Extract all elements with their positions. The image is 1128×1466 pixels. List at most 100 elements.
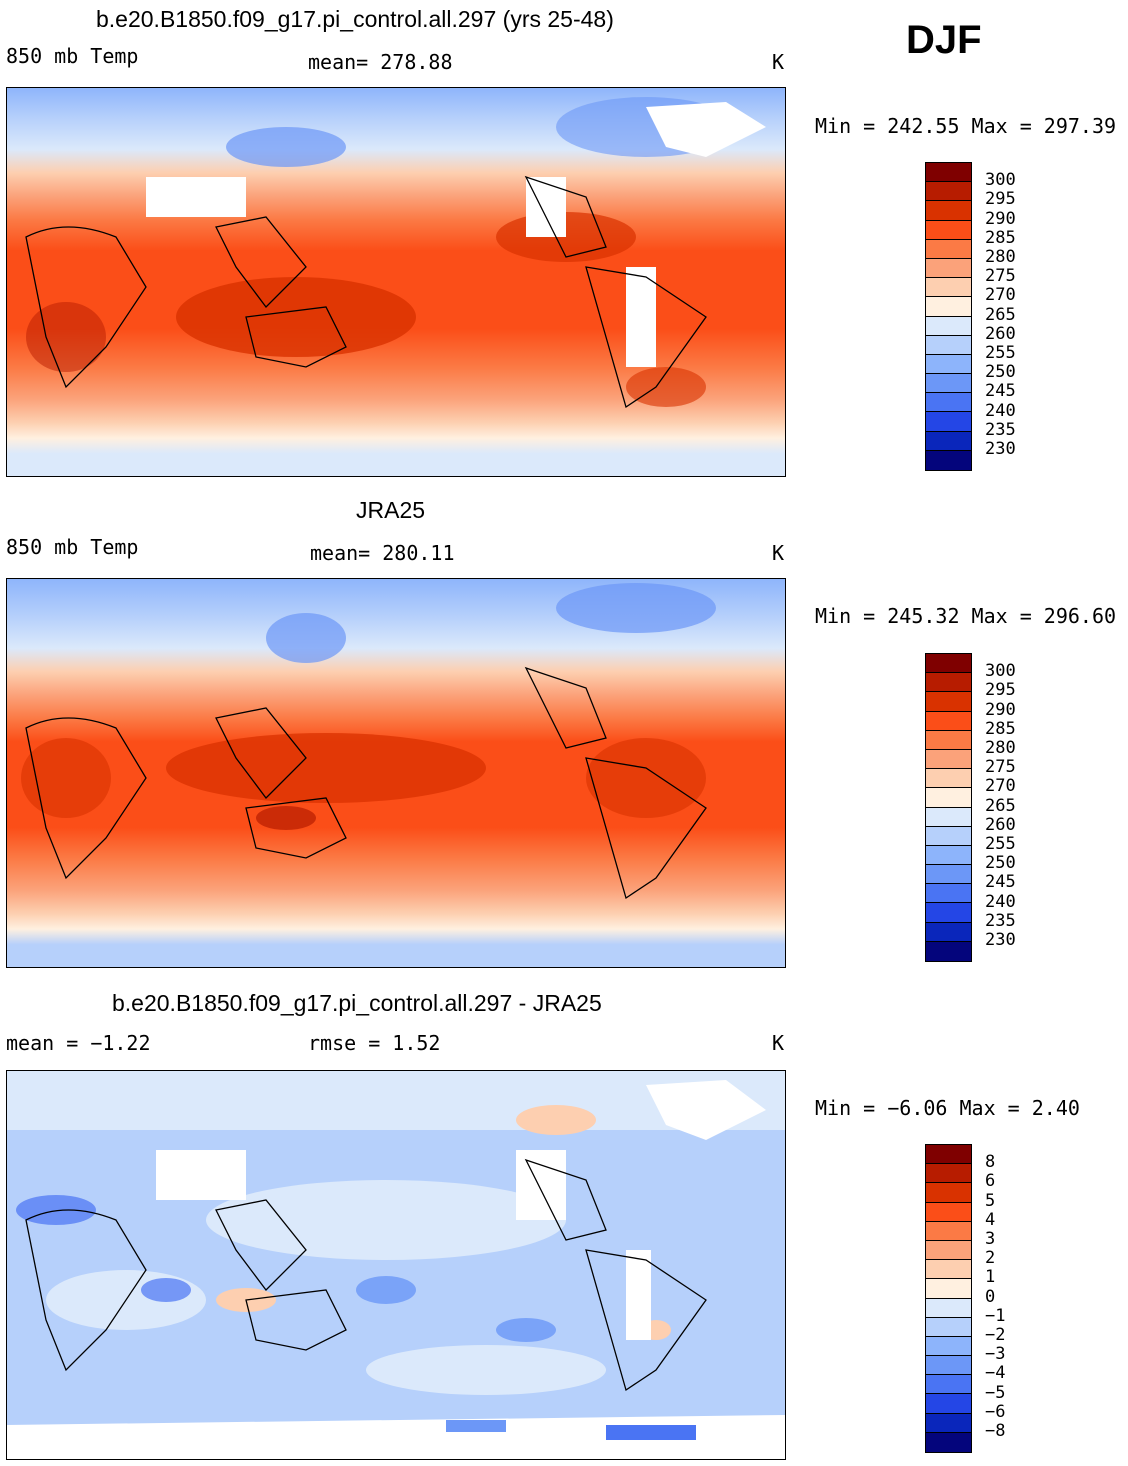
colorbar-tick-label: 250	[985, 362, 1016, 383]
panel2-variable-label: 850 mb Temp	[6, 535, 139, 559]
colorbar-swatch	[926, 374, 971, 394]
colorbar-swatch	[926, 297, 971, 317]
season-label: DJF	[906, 18, 982, 62]
panel3-units: K	[772, 1031, 785, 1055]
colorbar-swatch	[926, 865, 971, 885]
colorbar-swatch	[926, 730, 971, 750]
colorbar-tick-label: 240	[985, 400, 1016, 421]
colorbar-tick-label: 295	[985, 189, 1016, 210]
panel3-mean-label: mean = −1.22	[6, 1031, 151, 1055]
colorbar-tick-label: 0	[985, 1286, 996, 1307]
colorbar-swatch	[926, 1240, 971, 1261]
colorbar-tick-label: 230	[985, 930, 1016, 950]
panel2-title: JRA25	[356, 497, 426, 523]
colorbar-swatch	[926, 1317, 971, 1337]
colorbar-swatch	[926, 807, 971, 827]
colorbar-swatch	[926, 1164, 971, 1184]
colorbar-swatch	[926, 749, 971, 770]
colorbar-swatch	[926, 1260, 971, 1280]
colorbar-tick-label: 260	[985, 814, 1016, 835]
colorbar-tick-label: 240	[985, 891, 1016, 912]
colorbar-swatch	[926, 1298, 971, 1318]
colorbar-swatch	[926, 201, 971, 221]
colorbar-swatch	[926, 884, 971, 904]
colorbar-tick-label: 245	[985, 381, 1016, 402]
colorbar-tick-label: 265	[985, 304, 1016, 325]
colorbar-swatch	[926, 1145, 971, 1165]
colorbar-tick-label: 235	[985, 419, 1016, 440]
colorbar-tick-label: −3	[985, 1344, 1006, 1365]
colorbar-tick-label: 275	[985, 757, 1016, 778]
colorbar-tick-label: 250	[985, 853, 1016, 874]
colorbar-tick-label: −5	[985, 1382, 1006, 1403]
colorbar-tick-label: 245	[985, 872, 1016, 893]
colorbar-swatch	[926, 258, 971, 279]
colorbar-swatch	[926, 220, 971, 240]
colorbar-swatch	[926, 1183, 971, 1203]
panel3-minmax: Min = −6.06 Max = 2.40	[815, 1096, 1080, 1120]
colorbar-swatch	[926, 1394, 971, 1414]
colorbar-tick-label: 1	[985, 1267, 996, 1288]
colorbar-swatch	[926, 826, 971, 846]
colorbar-tick-label: 255	[985, 834, 1016, 854]
colorbar-swatch	[926, 922, 971, 942]
colorbar-swatch	[926, 673, 971, 693]
colorbar-swatch	[926, 1279, 971, 1299]
colorbar-tick-label: 265	[985, 795, 1016, 816]
panel1-units: K	[772, 50, 785, 74]
colorbar-tick-label: 295	[985, 680, 1016, 701]
colorbar-tick-label: 270	[985, 776, 1016, 797]
colorbar-tick-label: 290	[985, 699, 1016, 720]
colorbar-swatch	[926, 1336, 971, 1357]
colorbar-tick-label: 235	[985, 910, 1016, 931]
panel1-title: b.e20.B1850.f09_g17.pi_control.all.297 (…	[96, 6, 614, 32]
colorbar-tick-label: 8	[985, 1152, 996, 1173]
colorbar-tick-label: −1	[985, 1305, 1006, 1326]
colorbar-tick-label: −6	[985, 1401, 1006, 1422]
colorbar-tick-label: 230	[985, 439, 1016, 459]
colorbar-tick-label: 300	[985, 170, 1016, 191]
colorbar-tick-label: 280	[985, 738, 1016, 758]
colorbar-tick-label: 5	[985, 1190, 996, 1211]
panel1-minmax: Min = 242.55 Max = 297.39	[815, 114, 1117, 138]
colorbar-swatch	[926, 654, 971, 674]
panel1-map	[6, 87, 786, 477]
colorbar-swatch	[926, 845, 971, 866]
colorbar-swatch	[926, 431, 971, 451]
panel3-colorbar	[925, 1144, 972, 1453]
colorbar-swatch	[926, 1356, 971, 1376]
colorbar-swatch	[926, 163, 971, 183]
colorbar-swatch	[926, 412, 971, 432]
panel2-minmax: Min = 245.32 Max = 296.60	[815, 604, 1117, 628]
panel3-title: b.e20.B1850.f09_g17.pi_control.all.297 -…	[112, 990, 602, 1016]
colorbar-swatch	[926, 393, 971, 413]
colorbar-swatch	[926, 239, 971, 259]
panel2-units: K	[772, 541, 785, 565]
colorbar-swatch	[926, 1221, 971, 1241]
colorbar-tick-label: 2	[985, 1248, 996, 1269]
panel1-colorbar	[925, 162, 972, 471]
panel2-colorbar	[925, 653, 972, 962]
colorbar-swatch	[926, 788, 971, 808]
colorbar-swatch	[926, 1202, 971, 1222]
panel3-rmse-label: rmse = 1.52	[308, 1031, 441, 1055]
panel2-map	[6, 578, 786, 968]
colorbar-swatch	[926, 278, 971, 298]
colorbar-tick-label: 300	[985, 661, 1016, 682]
colorbar-tick-label: 275	[985, 266, 1016, 287]
colorbar-tick-label: −2	[985, 1325, 1006, 1345]
colorbar-swatch	[926, 941, 971, 961]
colorbar-swatch	[926, 450, 971, 470]
panel1-mean-label: mean= 278.88	[308, 50, 453, 74]
panel3-map	[6, 1070, 786, 1460]
colorbar-tick-label: 3	[985, 1229, 996, 1249]
panel2-mean-label: mean= 280.11	[310, 541, 455, 565]
colorbar-tick-label: 285	[985, 227, 1016, 248]
colorbar-tick-label: 290	[985, 208, 1016, 229]
colorbar-swatch	[926, 1413, 971, 1433]
colorbar-swatch	[926, 316, 971, 336]
colorbar-swatch	[926, 769, 971, 789]
colorbar-swatch	[926, 711, 971, 731]
colorbar-swatch	[926, 1432, 971, 1452]
colorbar-swatch	[926, 903, 971, 923]
